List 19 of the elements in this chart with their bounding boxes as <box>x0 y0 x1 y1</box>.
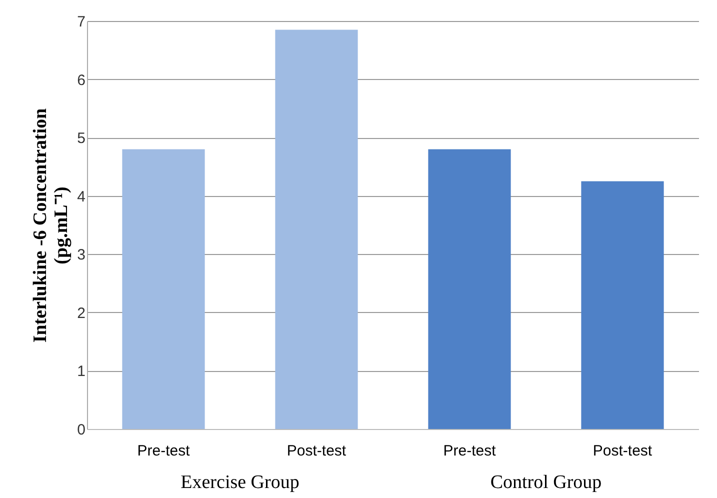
y-tick-label: 0 <box>77 422 86 438</box>
y-tick-label: 2 <box>77 304 86 322</box>
y-tick-label: 3 <box>77 246 86 264</box>
x-tick-label: Post-test <box>592 442 653 460</box>
x-tick-label: Pre-test <box>137 442 191 460</box>
text: Control Group <box>490 472 602 493</box>
bar <box>581 181 664 429</box>
text: Exercise Group <box>180 472 300 493</box>
bar <box>428 149 511 429</box>
x-tick-label: Post-test <box>286 442 347 460</box>
y-tick-label: 1 <box>77 363 86 380</box>
y-axis-title: Interlukine -6 Concentration (pg.mL⁻¹) <box>30 108 72 343</box>
y-tick-label: 6 <box>77 72 86 89</box>
y-tick-label: 4 <box>77 188 86 206</box>
y-tick-label: 5 <box>77 130 86 148</box>
x-tick-label: Pre-test <box>443 442 497 460</box>
bar <box>275 30 358 429</box>
bar <box>122 149 205 429</box>
y-tick-label: 7 <box>77 14 86 30</box>
